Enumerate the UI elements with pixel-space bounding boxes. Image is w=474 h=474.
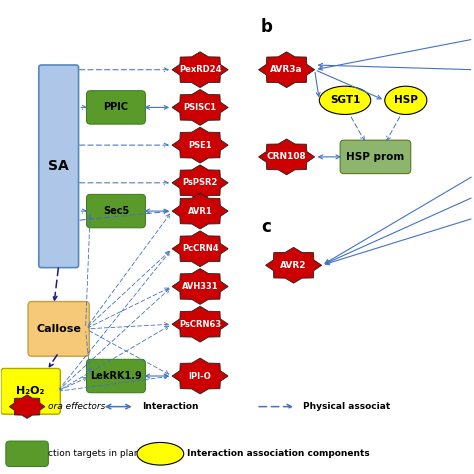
FancyBboxPatch shape [6,441,48,466]
Text: PsCRN63: PsCRN63 [179,319,221,328]
FancyBboxPatch shape [1,368,60,414]
Polygon shape [172,358,228,394]
Text: PsPSR2: PsPSR2 [182,178,218,187]
Polygon shape [172,193,228,229]
Text: AVR3a: AVR3a [270,65,303,74]
Polygon shape [258,139,315,175]
FancyBboxPatch shape [28,301,89,356]
Text: SGT1: SGT1 [330,95,360,105]
Text: Sec5: Sec5 [103,206,129,216]
Polygon shape [172,231,228,267]
Polygon shape [172,306,228,342]
Ellipse shape [385,86,427,115]
Text: CRN108: CRN108 [267,153,307,161]
Polygon shape [172,127,228,163]
Polygon shape [172,52,228,88]
Polygon shape [265,247,322,283]
Text: PSE1: PSE1 [188,141,212,150]
Polygon shape [172,165,228,201]
Text: HSP: HSP [394,95,418,105]
Text: ction targets in plant: ction targets in plant [48,449,143,458]
Text: AVR1: AVR1 [188,207,212,216]
Text: Interaction association components: Interaction association components [188,449,370,458]
Text: b: b [261,18,273,36]
Text: HSP prom: HSP prom [346,152,404,162]
Text: PPIC: PPIC [103,102,128,112]
Text: H₂O₂: H₂O₂ [17,386,45,396]
Text: LekRK1.9: LekRK1.9 [90,371,142,381]
Text: PexRD24: PexRD24 [179,65,221,74]
Text: c: c [261,218,271,236]
FancyBboxPatch shape [86,194,146,228]
Text: PSISC1: PSISC1 [183,103,217,112]
Polygon shape [172,90,228,125]
Text: AVR2: AVR2 [280,261,307,270]
FancyBboxPatch shape [86,91,146,124]
Polygon shape [258,52,315,88]
Ellipse shape [319,86,371,115]
Ellipse shape [137,442,184,465]
Text: SA: SA [48,159,69,173]
FancyBboxPatch shape [86,359,146,393]
Text: Callose: Callose [36,324,81,334]
Text: Physical associat: Physical associat [303,402,390,411]
FancyBboxPatch shape [340,140,411,173]
Text: IPI-O: IPI-O [189,372,211,381]
Text: ora effectors: ora effectors [48,402,106,411]
Polygon shape [172,269,228,304]
Text: AVH331: AVH331 [182,282,219,291]
Text: Interaction: Interaction [142,402,198,411]
Polygon shape [9,395,45,419]
Text: PcCRN4: PcCRN4 [182,244,219,253]
FancyBboxPatch shape [39,65,79,268]
